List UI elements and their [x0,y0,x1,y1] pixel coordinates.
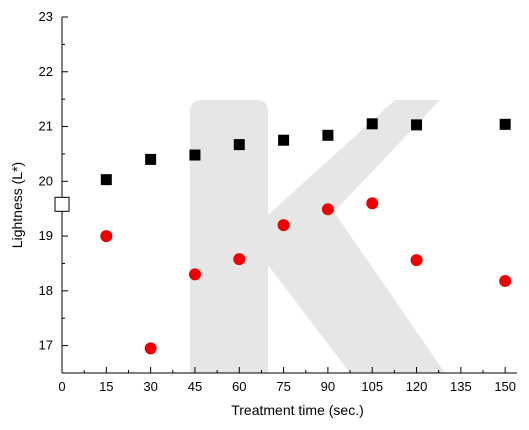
y-tick-label: 21 [39,119,53,134]
circle-marker [410,254,423,267]
x-tick-label: 120 [406,379,428,394]
x-tick-label: 150 [494,379,516,394]
x-tick-label: 60 [232,379,246,394]
axes: 17 18 19 20 21 22 23 0 15 30 45 60 75 90 105 120 135 150 [39,9,517,394]
square-marker [366,118,378,130]
square-marker [233,139,245,151]
square-marker [499,118,511,130]
x-tick-label: 75 [276,379,290,394]
y-tick-label: 17 [39,338,53,353]
x-axis-title: Treatment time (sec.) [231,402,364,418]
square-marker [411,119,423,131]
watermark-k-arms [268,100,445,373]
x-tick-label: 105 [361,379,383,394]
x-tick-label: 30 [143,379,157,394]
x-tick-label: 0 [58,379,65,394]
circle-marker [321,203,334,216]
circle-marker [188,268,201,281]
circle-marker [233,253,246,266]
watermark-logo [190,100,445,373]
open-square-marker [54,196,70,212]
y-tick-label: 20 [39,173,53,188]
watermark-k-stem [190,100,268,373]
data-points [54,118,512,355]
circle-marker [277,219,290,232]
circle-marker [100,230,113,243]
y-tick-label: 18 [39,283,53,298]
y-tick-label: 23 [39,9,53,24]
x-tick-label: 15 [99,379,113,394]
circle-marker [144,342,157,355]
circle-marker [366,197,379,210]
x-tick-label: 90 [321,379,335,394]
x-tick-label: 135 [450,379,472,394]
square-marker [278,134,290,146]
square-marker [100,174,112,186]
square-marker [189,149,201,161]
y-axis-title: Lightness (L*) [9,162,25,248]
circle-marker [499,274,512,287]
x-tick-label: 45 [188,379,202,394]
y-tick-label: 19 [39,228,53,243]
axis-labels: Treatment time (sec.) Lightness (L*) [9,162,364,418]
y-tick-label: 22 [39,64,53,79]
square-marker [322,129,334,141]
square-marker [145,153,157,165]
